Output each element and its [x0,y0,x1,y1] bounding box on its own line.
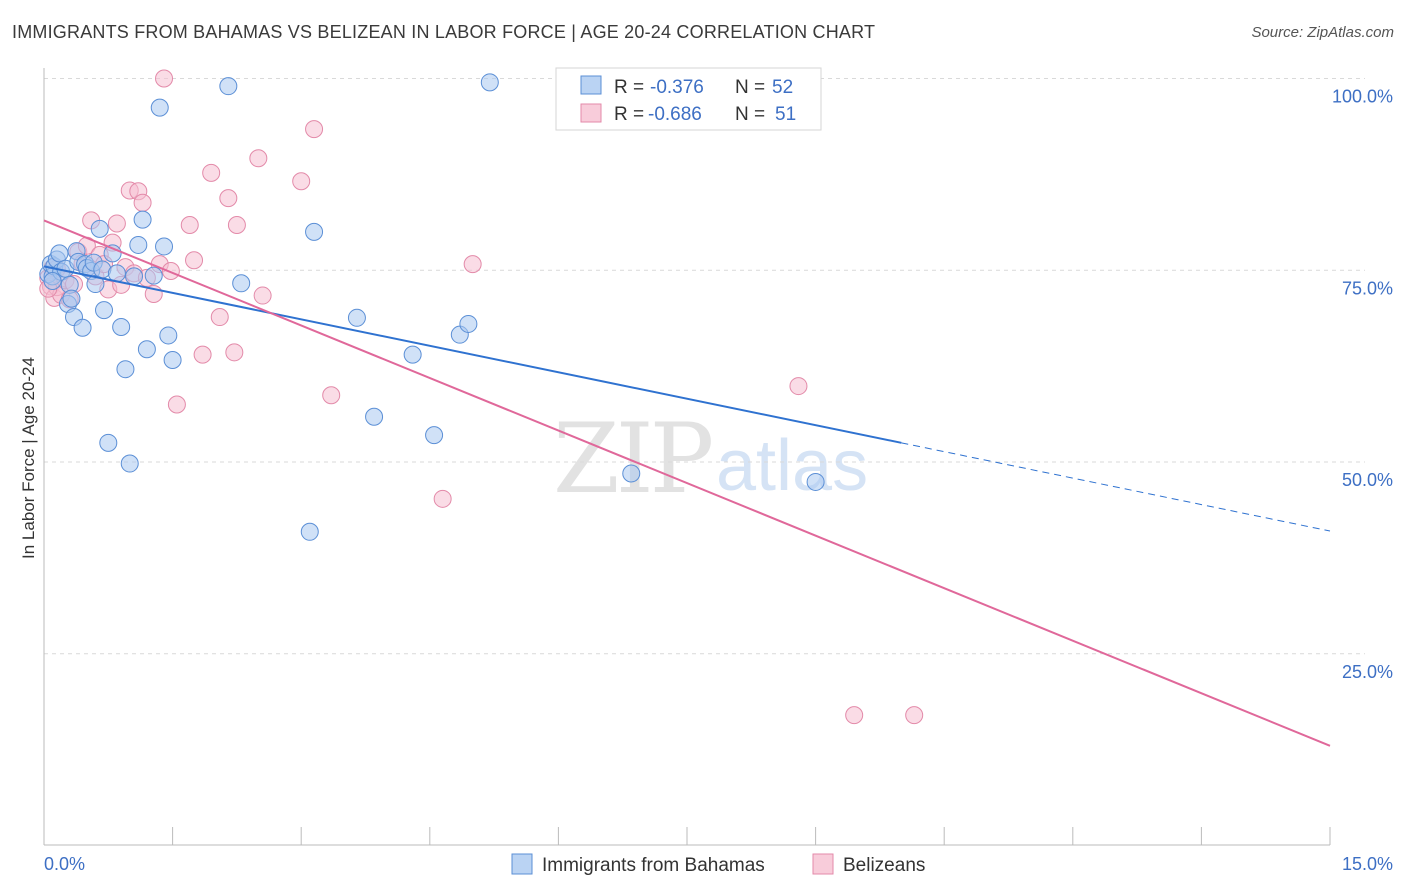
bahamas-point [425,426,444,445]
bahamas-point [129,235,148,254]
y-tick-labels: 100.0% 75.0% 50.0% 25.0% [1332,87,1393,682]
bahamas-trend-line [43,265,902,444]
bahamas-point [219,77,238,96]
axes [43,68,1331,846]
bahamas-point [305,222,324,241]
belizeans-point [193,345,212,364]
x-tick-label: 15.0% [1342,854,1393,874]
belizeans-point [249,149,268,168]
watermark-zip: ZIP [553,403,712,515]
belizeans-trend-line [43,219,1331,747]
series-legend: Immigrants from Bahamas Belizeans [511,853,925,876]
y-tick-label: 75.0% [1342,278,1393,298]
bahamas-point [125,267,144,286]
belizeans-point [185,251,204,270]
bahamas-point [300,522,319,541]
bahamas-point [90,219,109,238]
belizeans-point [225,343,244,362]
belizeans-point [433,489,452,508]
series-legend-label-bahamas: Immigrants from Bahamas [542,855,765,876]
bahamas-point [120,454,139,473]
bahamas-point [232,274,251,293]
bahamas-point [99,433,118,452]
legend-n-label: N = [735,104,765,125]
bahamas-trend-extension [901,442,1331,532]
belizeans-point [161,262,180,281]
y-tick-label: 25.0% [1342,662,1393,682]
bahamas-point [163,350,182,369]
y-tick-label: 100.0% [1332,87,1393,107]
y-axis-title: In Labor Force | Age 20-24 [19,357,38,559]
source-credit: Source: ZipAtlas.com [1251,24,1394,41]
belizeans-points [39,69,924,725]
belizeans-point [107,214,126,233]
belizeans-point [227,215,246,234]
bahamas-point [622,464,641,483]
bahamas-point [403,345,422,364]
bahamas-point [62,289,81,308]
bahamas-point [806,472,825,491]
bahamas-point [155,237,174,256]
bahamas-point [116,360,135,379]
bahamas-point [43,271,62,290]
bahamas-point [159,326,178,345]
bahamas-point [95,301,114,320]
belizeans-point [253,286,272,305]
belizeans-point [155,69,174,88]
legend-r-value: -0.686 [648,104,702,125]
belizeans-point [167,395,186,414]
belizeans-point [133,193,152,212]
legend-swatch-bahamas [580,75,602,95]
belizeans-point [845,706,864,725]
belizeans-point [322,386,341,405]
legend-n-label: N = [735,77,765,98]
belizeans-point [202,163,221,182]
bahamas-point [73,318,92,337]
series-legend-label-belizeans: Belizeans [843,855,925,876]
belizeans-point [180,215,199,234]
bahamas-point [459,314,478,333]
watermark-atlas: atlas [716,426,868,506]
chart-title: IMMIGRANTS FROM BAHAMAS VS BELIZEAN IN L… [12,22,876,42]
bahamas-point [112,318,131,337]
belizeans-point [905,706,924,725]
belizeans-point [219,189,238,208]
belizeans-point [210,308,229,327]
belizeans-point [292,172,311,191]
series-legend-swatch-bahamas [511,853,533,875]
legend-n-value: 52 [772,77,793,98]
gridlines [44,78,1365,655]
bahamas-point [347,308,366,327]
bahamas-point [133,210,152,229]
belizeans-point [789,377,808,396]
bahamas-point [150,98,169,117]
bahamas-point [365,407,384,426]
bahamas-point [50,244,69,263]
belizeans-point [305,120,324,139]
series-legend-swatch-belizeans [812,853,834,875]
legend-r-value: -0.376 [650,77,704,98]
legend-r-label: R = [614,104,644,125]
bahamas-point [144,266,163,285]
belizeans-point [463,255,482,274]
y-tick-label: 50.0% [1342,470,1393,490]
trend-lines [43,219,1331,747]
x-tick-labels: 0.0% 15.0% [44,854,1393,874]
watermark: ZIP atlas [553,403,868,515]
bahamas-points [39,73,825,541]
bahamas-point [86,275,105,294]
bahamas-point [480,73,499,92]
bahamas-point [137,340,156,359]
legend-r-label: R = [614,77,644,98]
legend-swatch-belizeans [580,103,602,123]
legend-n-value: 51 [775,104,796,125]
correlation-legend: R = -0.376 N = 52 R = -0.686 N = 51 [555,67,822,131]
x-tick-label: 0.0% [44,854,85,874]
